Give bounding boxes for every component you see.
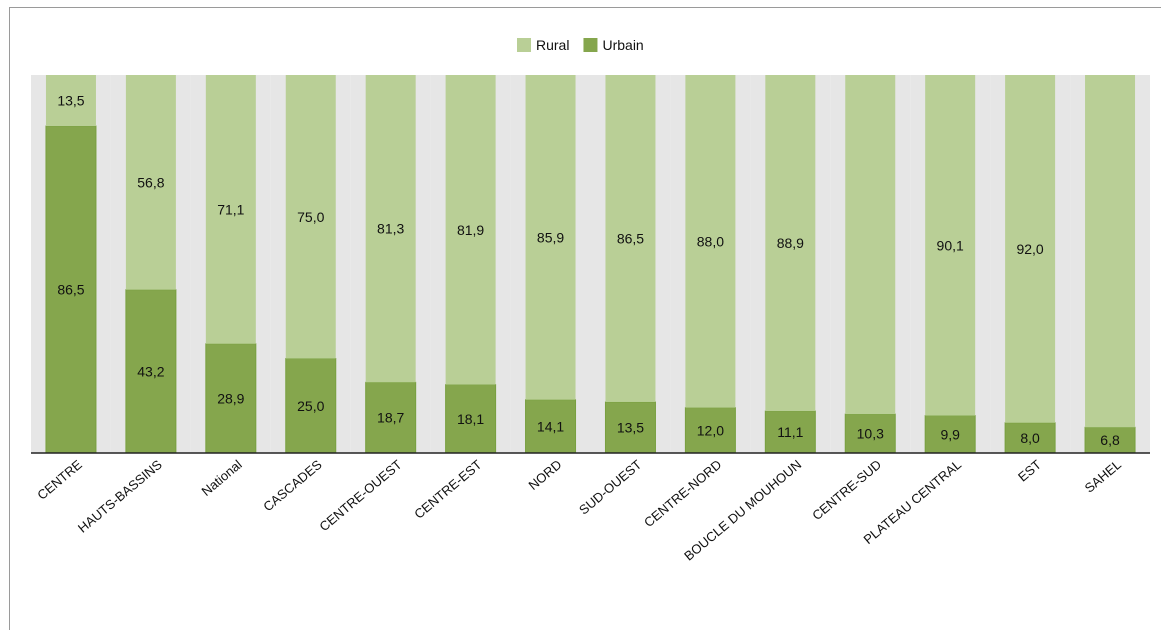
bar-rural-nord: [525, 75, 576, 400]
bar-urbain-hauts-bassins: [125, 289, 177, 454]
data-label-rural-centre-ouest: 81,3: [377, 221, 404, 237]
data-label-urbain-national: 28,9: [217, 390, 244, 406]
data-label-rural-boucle-du-mouhoun: 88,9: [777, 235, 804, 251]
x-tick-label-centre-ouest: CENTRE-OUEST: [316, 457, 404, 534]
data-label-rural-centre: 13,5: [57, 93, 84, 109]
x-tick-label-centre: CENTRE: [34, 457, 85, 503]
data-label-urbain-centre: 86,5: [57, 282, 84, 298]
data-label-urbain-plateau-central: 9,9: [940, 426, 960, 442]
data-label-urbain-sahel: 6,8: [1100, 432, 1120, 448]
x-tick-label-cascades: CASCADES: [260, 457, 325, 515]
legend-label-rural: Rural: [536, 37, 569, 53]
data-label-urbain-nord: 14,1: [537, 418, 564, 434]
bar-rural-centre-sud: [845, 75, 896, 415]
data-label-rural-cascades: 75,0: [297, 209, 324, 225]
bar-rural-boucle-du-mouhoun: [765, 75, 816, 412]
bar-urbain-cascades: [285, 358, 337, 454]
x-tick-label-nord: NORD: [525, 457, 564, 493]
bar-rural-centre-ouest: [365, 75, 416, 383]
x-tick-label-hauts-bassins: HAUTS-BASSINS: [75, 457, 165, 536]
bar-rural-centre-nord: [685, 75, 736, 408]
x-tick-label-centre-sud: CENTRE-SUD: [809, 457, 884, 523]
data-label-rural-est: 92,0: [1016, 241, 1043, 257]
bar-urbain-plateau-central: [924, 415, 976, 454]
data-label-rural-hauts-bassins: 56,8: [137, 174, 164, 190]
data-label-urbain-centre-ouest: 18,7: [377, 410, 404, 426]
bar-rural-sahel: [1085, 75, 1136, 428]
bar-rural-cascades: [285, 75, 336, 359]
data-label-urbain-centre-est: 18,1: [457, 411, 484, 427]
data-label-urbain-sud-ouest: 13,5: [617, 419, 644, 435]
data-label-rural-centre-nord: 88,0: [697, 233, 724, 249]
bar-urbain-sud-ouest: [604, 401, 656, 454]
data-label-rural-centre-est: 81,9: [457, 222, 484, 238]
x-tick-label-national: National: [199, 457, 245, 499]
bar-urbain-centre-ouest: [365, 381, 417, 454]
bar-rural-hauts-bassins: [125, 75, 176, 290]
data-label-rural-plateau-central: 90,1: [937, 237, 964, 253]
bar-rural-centre: [45, 75, 96, 127]
data-label-urbain-centre-nord: 12,0: [697, 422, 724, 438]
legend-swatch-urbain: [583, 38, 598, 52]
x-tick-label-centre-est: CENTRE-EST: [411, 457, 484, 522]
legend-swatch-rural: [517, 38, 531, 52]
x-tick-label-est: EST: [1015, 457, 1044, 485]
data-label-rural-national: 71,1: [217, 201, 244, 217]
bar-rural-est: [1005, 75, 1056, 423]
data-label-urbain-cascades: 25,0: [297, 398, 324, 414]
data-label-urbain-est: 8,0: [1020, 430, 1040, 446]
legend-label-urbain: Urbain: [602, 37, 643, 53]
bar-urbain-centre: [45, 125, 97, 454]
bar-rural-centre-est: [445, 75, 496, 385]
bar-urbain-boucle-du-mouhoun: [764, 410, 816, 454]
bar-rural-plateau-central: [925, 75, 976, 416]
data-label-urbain-boucle-du-mouhoun: 11,1: [777, 424, 803, 440]
x-tick-label-centre-nord: CENTRE-NORD: [641, 457, 724, 530]
bar-urbain-centre-sud: [844, 413, 896, 454]
data-label-urbain-centre-sud: 10,3: [857, 426, 884, 442]
bar-rural-sud-ouest: [605, 75, 656, 402]
x-tick-label-sud-ouest: SUD-OUEST: [576, 457, 644, 518]
data-label-rural-sud-ouest: 86,5: [617, 230, 644, 246]
data-label-rural-nord: 85,9: [537, 229, 564, 245]
data-label-urbain-hauts-bassins: 43,2: [137, 363, 164, 379]
bar-rural-national: [205, 75, 256, 344]
x-tick-label-sahel: SAHEL: [1082, 457, 1124, 496]
bar-urbain-centre-est: [445, 384, 497, 454]
